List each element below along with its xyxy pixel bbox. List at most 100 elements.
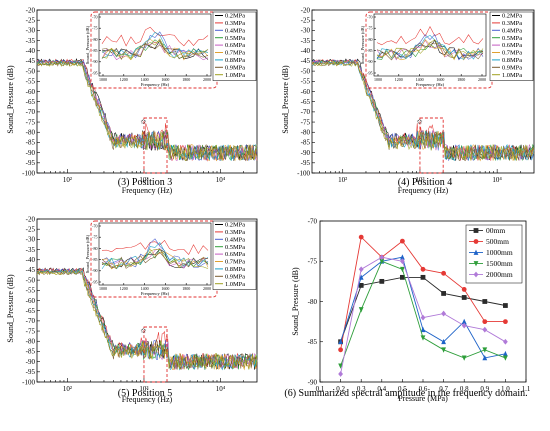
inset-y-tick-label: -70 (367, 14, 372, 19)
series-line-0.5MPa (311, 59, 535, 161)
y-tick-label: -80 (26, 338, 36, 346)
inset-y-tick-label: -75 (92, 235, 97, 240)
legend-label: 0.2MPa (225, 222, 245, 229)
inset-x-tick-label: 2000 (478, 77, 486, 82)
legend-label: 1000mm (486, 248, 513, 257)
x-tick-label: 10³ (139, 385, 148, 393)
panel-caption: (6) Summarized spectral amplitude in the… (284, 388, 527, 399)
inset-x-tick-label: 1200 (120, 286, 128, 291)
data-point (379, 254, 385, 261)
legend: 0.2MPa0.3MPa0.4MPa0.5MPa0.6MPa0.7MPa0.8M… (212, 11, 257, 81)
inset-x-tick-label: 2000 (203, 77, 211, 82)
inset-y-tick-label: -80 (367, 37, 372, 42)
inset-series-0.4MPa (101, 238, 209, 268)
inset-x-tick-label: 1800 (457, 77, 465, 82)
legend-label: 2000mm (486, 270, 513, 279)
y-tick-label: -55 (301, 78, 311, 86)
legend-label: 0.2MPa (502, 13, 522, 20)
highlight-box (143, 326, 168, 383)
inset-y-tick-label: -75 (92, 26, 97, 31)
y-tick-label: -85 (308, 338, 318, 346)
y-tick-label: -90 (301, 149, 311, 157)
legend-label: 00mm (486, 226, 505, 235)
x-tick-label: 10² (63, 176, 72, 184)
inset-series-0.3MPa (376, 25, 484, 46)
inset-series-0.8MPa (101, 31, 209, 59)
x-axis-title: Frequency (Hz) (122, 186, 173, 195)
x-tick-label: 0.8 (460, 385, 469, 393)
series-line-1.0MPa (36, 270, 258, 370)
data-point (358, 283, 364, 288)
y-tick-label: -55 (26, 78, 36, 86)
spectrum-panel-p5: -20-25-30-35-40-45-50-55-60-65-70-75-80-… (6, 215, 258, 404)
data-point (358, 307, 364, 313)
summary-panel: -70 -75 -80 -85 -900.1 0.2 0.3 0.4 0.5 0.6 0.7 0.8 0… (284, 217, 531, 403)
data-point (503, 303, 508, 308)
legend-label: 0.7MPa (225, 259, 245, 266)
legend-label: 0.4MPa (225, 27, 245, 34)
legend-label: 0.6MPa (225, 42, 245, 49)
legend-label: 0.9MPa (225, 273, 245, 280)
x-tick-label: 10⁴ (216, 385, 226, 393)
inset-y-axis-title: Sound_Pressure (dB) (85, 234, 90, 273)
data-point (482, 326, 488, 333)
y-tick-label: -70 (308, 217, 318, 225)
y-axis-title: Sound_Pressure (dB) (281, 65, 290, 134)
y-tick-label: -80 (26, 129, 36, 137)
y-tick-label: -35 (26, 37, 36, 45)
inset-border (365, 11, 493, 89)
inset-y-tick-label: -70 (92, 223, 97, 228)
y-tick-label: -95 (26, 159, 36, 167)
inset-y-tick-label: -95 (367, 70, 372, 75)
x-tick-label: 0.4 (377, 385, 386, 393)
y-tick-label: -70 (301, 108, 311, 116)
x-tick-label: 0.1 (316, 385, 325, 393)
y-tick-label: -25 (26, 16, 36, 24)
y-tick-label: -25 (301, 16, 311, 24)
inset-series-0.4MPa (101, 31, 209, 59)
y-tick-label: -75 (26, 327, 36, 335)
highlight-star: ✩ (141, 327, 147, 335)
y-tick-label: -95 (26, 368, 36, 376)
inset-border (90, 220, 218, 298)
inset-y-axis-title: Sound_Pressure (dB) (85, 25, 90, 64)
inset-y-tick-label: -75 (367, 26, 372, 31)
x-axis-title: Frequency (Hz) (398, 186, 449, 195)
x-axis-title: Frequency (Hz) (122, 395, 173, 404)
inset-y-tick-label: -90 (92, 268, 97, 273)
legend-frame (489, 11, 534, 81)
y-tick-label: -50 (301, 67, 311, 75)
series-1500mm (338, 258, 508, 369)
legend: 0.2MPa0.3MPa0.4MPa0.5MPa0.6MPa0.7MPa0.8M… (489, 11, 534, 81)
highlight-star: ✩ (141, 118, 147, 126)
data-point (461, 322, 467, 329)
inset-border (90, 11, 218, 89)
data-point (503, 338, 508, 345)
inset-series-0.8MPa (101, 242, 209, 270)
legend-label: 0.5MPa (502, 35, 522, 42)
data-point (473, 239, 479, 244)
inset-x-tick-label: 1600 (161, 77, 169, 82)
y-tick-label: -90 (26, 149, 36, 157)
data-point (503, 350, 508, 357)
data-point (482, 354, 488, 361)
y-axis-title: Sound_Pressure (dB) (6, 274, 15, 343)
x-tick-label: 10³ (139, 176, 148, 184)
inset-y-tick-label: -95 (92, 279, 97, 284)
y-tick-label: -95 (301, 159, 311, 167)
legend-label: 1500mm (486, 259, 513, 268)
y-tick-label: -100 (297, 169, 310, 177)
y-tick-label: -45 (26, 266, 36, 274)
y-tick-label: -90 (26, 358, 36, 366)
inset-y-tick-label: -70 (92, 14, 97, 19)
x-tick-label: 0.3 (357, 385, 366, 393)
series-line-1.0MPa (311, 61, 535, 161)
y-tick-label: -90 (308, 378, 318, 386)
series-line-0.9MPa (36, 270, 258, 370)
y-tick-label: -65 (26, 98, 36, 106)
y-tick-label: -60 (301, 88, 311, 96)
legend-label: 0.6MPa (502, 42, 522, 49)
